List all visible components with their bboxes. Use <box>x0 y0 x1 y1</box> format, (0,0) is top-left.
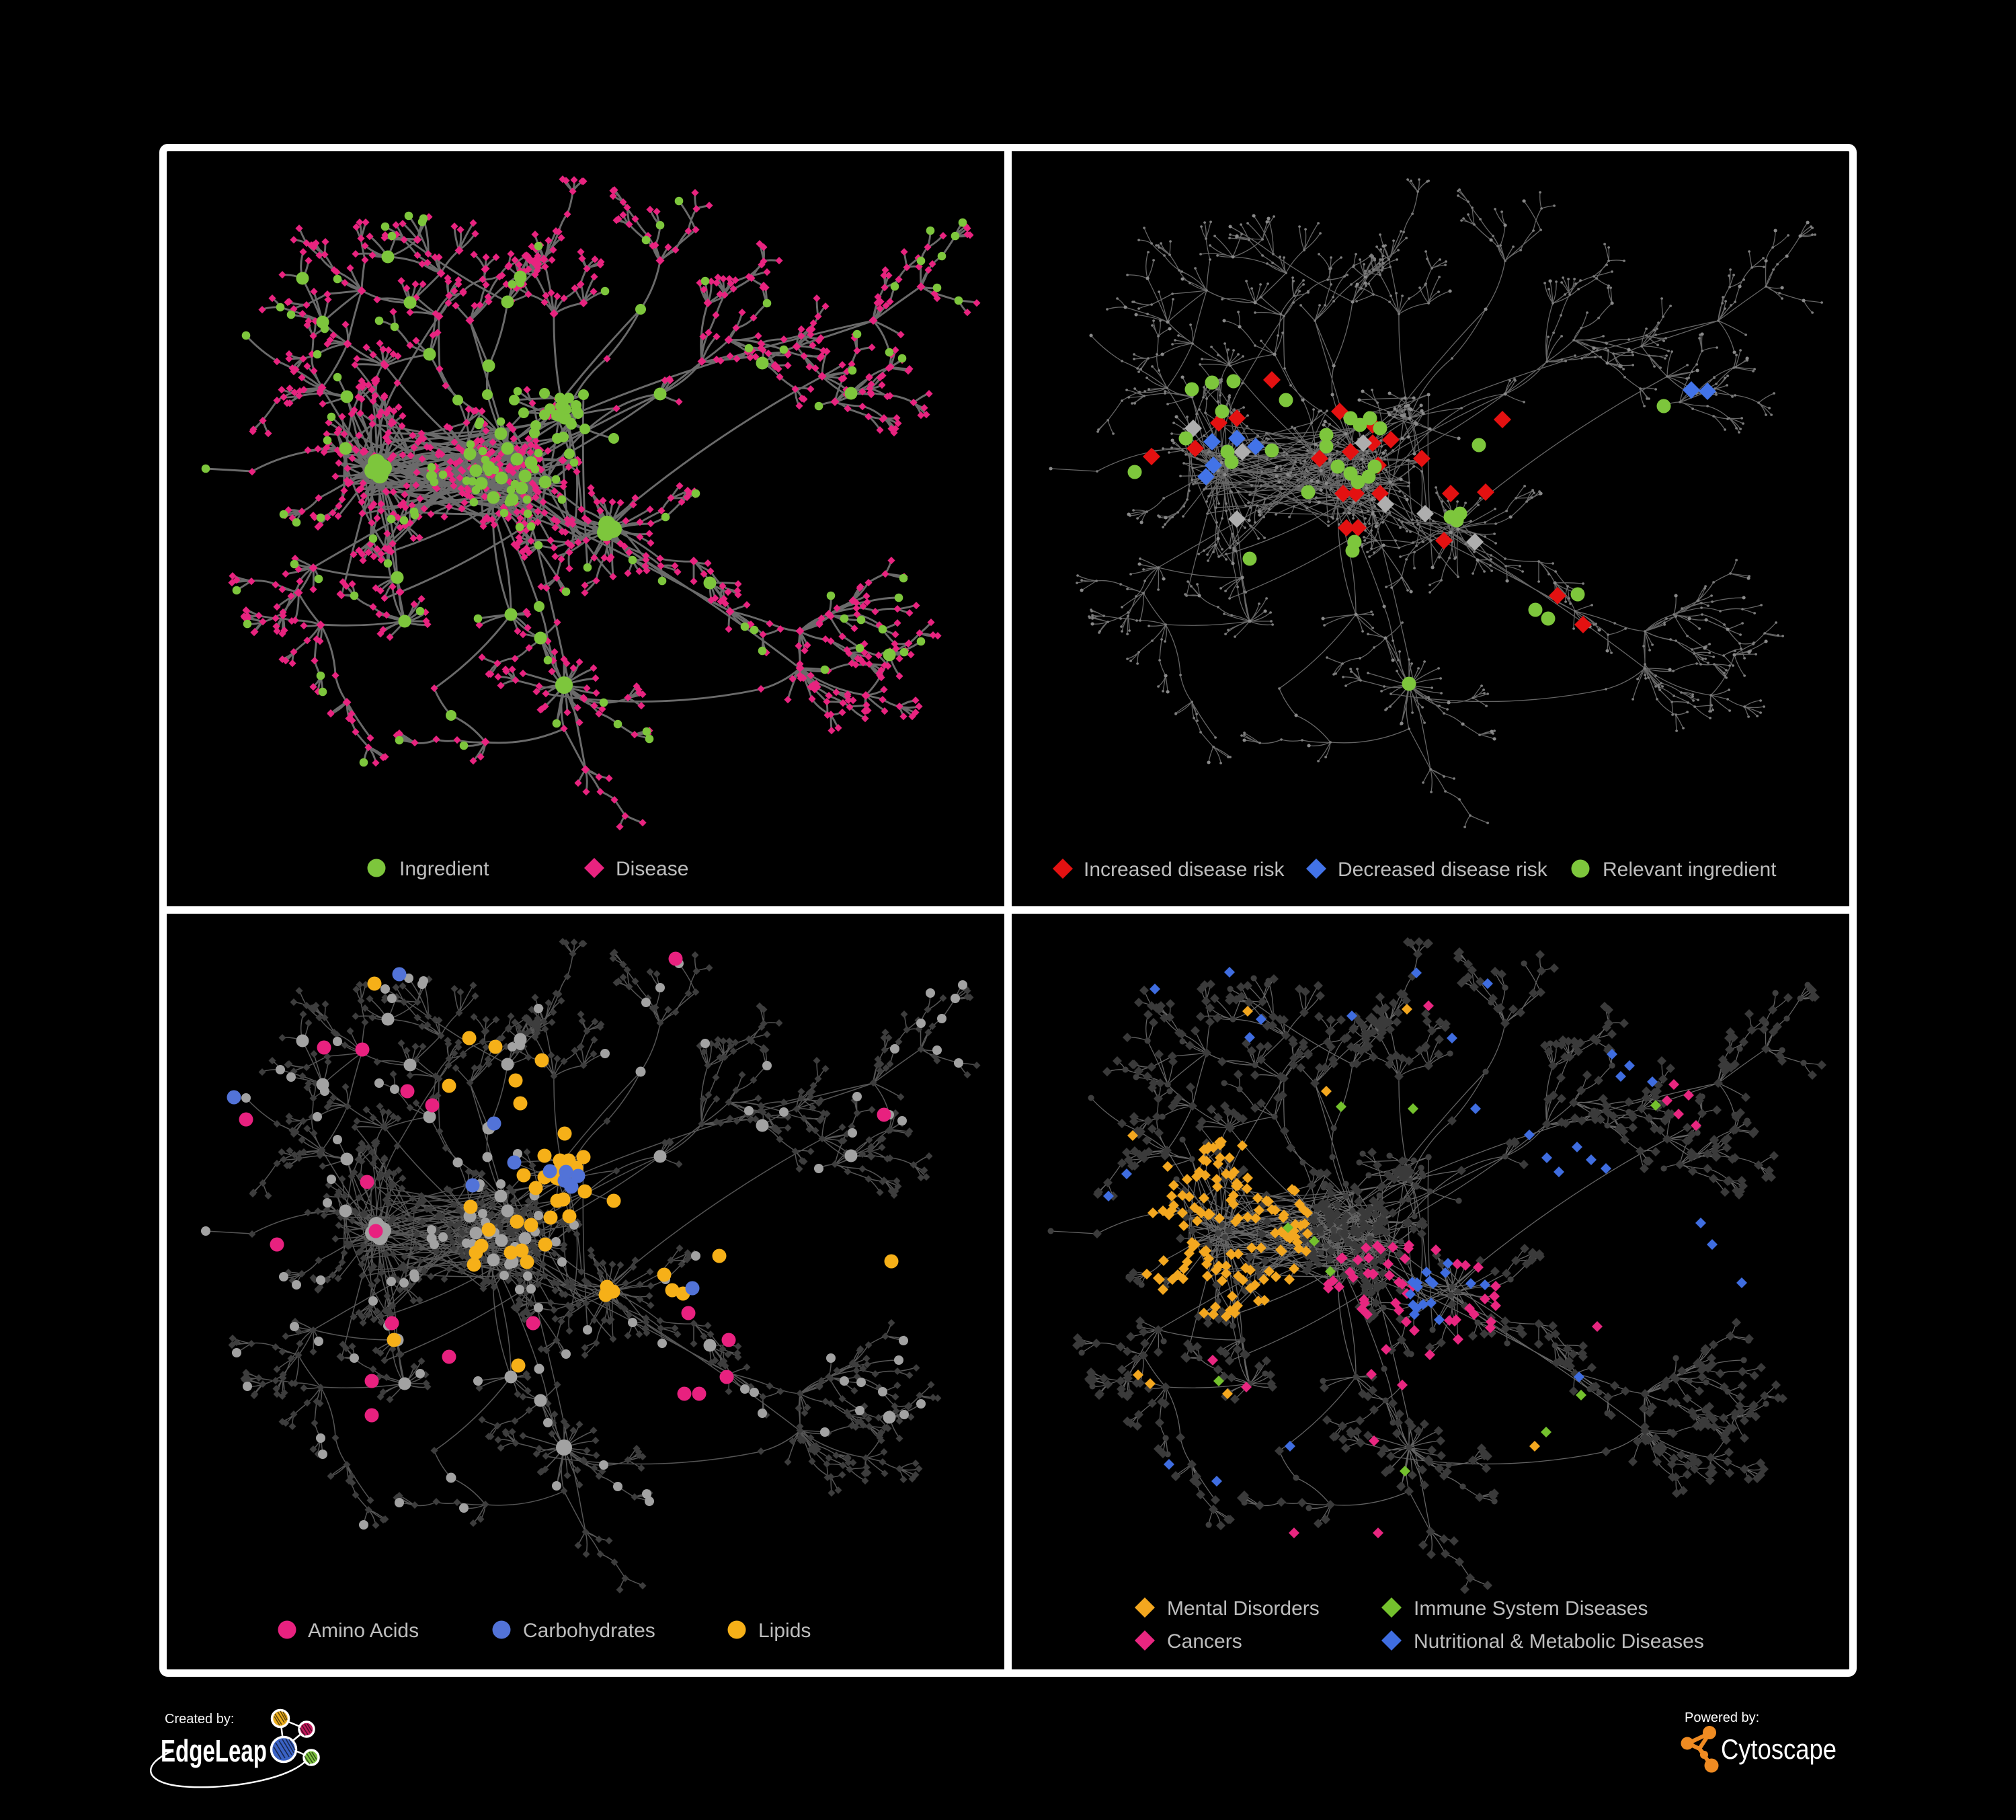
svg-text:Ingredient: Ingredient <box>399 858 489 880</box>
svg-text:Increased disease risk: Increased disease risk <box>1084 859 1285 881</box>
svg-text:Cancers: Cancers <box>1167 1630 1242 1653</box>
svg-text:Lipids: Lipids <box>758 1620 811 1642</box>
svg-text:Immune System Diseases: Immune System Diseases <box>1414 1597 1648 1620</box>
svg-text:Mental Disorders: Mental Disorders <box>1167 1597 1320 1620</box>
svg-text:Relevant ingredient: Relevant ingredient <box>1603 859 1777 881</box>
svg-text:Disease: Disease <box>616 858 688 880</box>
svg-text:Nutritional & Metabolic Diseas: Nutritional & Metabolic Diseases <box>1414 1630 1704 1653</box>
svg-text:Powered by:: Powered by: <box>1685 1710 1759 1725</box>
svg-text:Decreased disease risk: Decreased disease risk <box>1338 859 1548 881</box>
svg-text:Created by:: Created by: <box>165 1712 234 1727</box>
svg-text:Carbohydrates: Carbohydrates <box>523 1620 655 1642</box>
svg-text:Amino Acids: Amino Acids <box>308 1620 419 1642</box>
svg-text:Cytoscape: Cytoscape <box>1721 1733 1837 1765</box>
svg-text:EdgeLeap: EdgeLeap <box>161 1733 267 1768</box>
